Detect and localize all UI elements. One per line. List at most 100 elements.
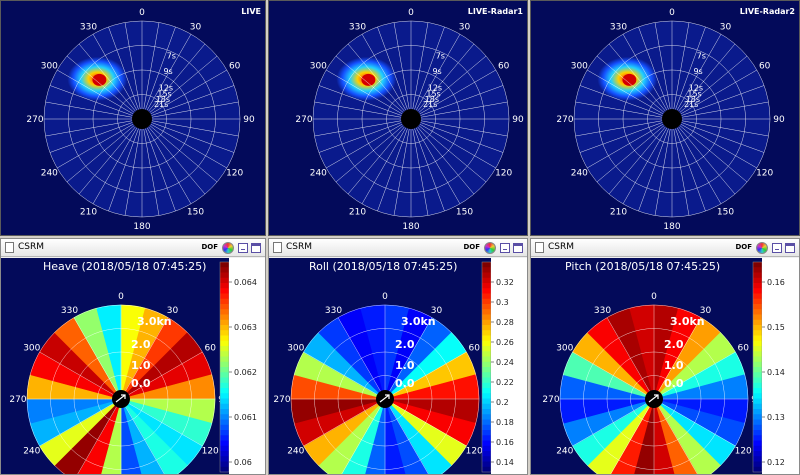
response-polar-plot[interactable]: 3.0kn2.01.00.003060901201502102402703003…: [1, 258, 266, 475]
grid-spoke: [653, 351, 736, 400]
spectrum-panel-live[interactable]: 7s 9s 12s 15s 18s 21s 0 30 60 90 120 150 180 210 240 27…: [0, 0, 266, 236]
period-label: 15s: [157, 89, 171, 98]
energy-core: [622, 73, 637, 86]
dof-button[interactable]: DOF: [463, 243, 480, 251]
plot-area[interactable]: 3.0kn2.01.00.003060901201502102402703003…: [1, 258, 265, 474]
colorbar-band: [753, 262, 762, 268]
minimize-button[interactable]: [772, 243, 782, 253]
colorbar-band: [753, 330, 762, 336]
minimize-button[interactable]: [238, 243, 248, 253]
spectrum-panel-radar2[interactable]: 7s 9s 12s 15s 18s 21s 0 30 60 90 120 150 180 210 240 27…: [530, 0, 800, 236]
speed-label: 0.0: [664, 377, 684, 390]
grid-spoke: [417, 126, 475, 195]
bearing-tick-label: 330: [325, 306, 342, 316]
source-label: LIVE: [241, 7, 261, 16]
colorbar-tick-label: 0.22: [496, 378, 514, 387]
colorbar-band: [753, 340, 762, 347]
colorbar-band: [482, 262, 491, 268]
colorbar-band: [753, 409, 762, 415]
dof-button[interactable]: DOF: [735, 243, 752, 251]
grid-spoke: [596, 55, 665, 113]
colorbar-band: [220, 293, 229, 300]
color-wheel-icon[interactable]: [222, 242, 234, 254]
source-label: LIVE-Radar2: [739, 7, 795, 16]
bearing-tick-label: 180: [133, 222, 150, 232]
document-icon: [5, 242, 14, 253]
colorbar-tick-label: 0.063: [234, 323, 257, 332]
colorbar-band: [753, 335, 762, 342]
grid-spoke: [418, 125, 487, 183]
grid-spoke: [680, 69, 757, 115]
maximize-button[interactable]: [513, 243, 523, 253]
grid-spoke: [150, 123, 227, 169]
bearing-tick-label: 90: [773, 115, 785, 125]
grid-spoke: [45, 120, 133, 137]
colorbar-band: [753, 435, 762, 441]
window-titlebar[interactable]: CSRM DOF: [531, 239, 799, 257]
window-titlebar[interactable]: CSRM DOF: [269, 239, 527, 257]
response-polar-plot[interactable]: 3.0kn2.01.00.003060901201502102402703003…: [531, 258, 800, 475]
response-sector: [653, 398, 675, 474]
grid-spoke: [419, 123, 496, 169]
maximize-button[interactable]: [785, 243, 795, 253]
grid-spoke: [596, 125, 665, 183]
bearing-tick-label: 60: [229, 62, 241, 72]
grid-spoke: [120, 398, 203, 447]
bearing-tick-label: 60: [204, 344, 216, 354]
response-sector: [633, 398, 655, 474]
grid-spoke: [419, 69, 496, 115]
speed-labels: 3.0kn 2.0 1.0 0.0: [395, 315, 436, 390]
colorbar-band: [220, 388, 229, 394]
colorbar-tick-label: 0.18: [496, 418, 514, 427]
colorbar-band: [482, 403, 491, 410]
grid-spoke: [681, 101, 769, 118]
bearing-tick-label: 300: [287, 344, 304, 354]
colorbar: [481, 261, 492, 473]
polar-grid: [573, 20, 771, 218]
bearing-tick-label: 150: [187, 208, 204, 218]
period-label: 21s: [684, 100, 698, 109]
grid-spoke: [681, 120, 769, 137]
colorbar-band: [753, 456, 762, 462]
colorbar-band: [220, 272, 229, 279]
plot-area[interactable]: 3.0kn2.01.00.003060901201502102402703003…: [269, 258, 527, 474]
period-label: 9s: [163, 67, 172, 76]
colorbar-band: [220, 435, 229, 441]
bearing-tick-label: 120: [202, 447, 219, 457]
grid-spoke: [347, 126, 405, 195]
color-wheel-icon[interactable]: [756, 242, 768, 254]
color-wheel-icon[interactable]: [484, 242, 496, 254]
period-label: 21s: [154, 100, 168, 109]
window-titlebar[interactable]: CSRM DOF: [1, 239, 265, 257]
colorbar-tick-label: 0.064: [234, 278, 257, 287]
colorbar-band: [482, 435, 491, 441]
dof-button[interactable]: DOF: [201, 243, 218, 251]
grid-spoke: [92, 127, 138, 204]
speed-labels: 3.0kn 2.0 1.0 0.0: [131, 315, 172, 390]
colorbar-band: [482, 356, 491, 363]
colorbar-band: [753, 367, 762, 373]
minimize-button[interactable]: [500, 243, 510, 253]
grid-spoke: [303, 351, 386, 400]
colorbar-band: [753, 267, 762, 273]
colorbar-band: [220, 346, 229, 352]
grid-spoke: [608, 43, 666, 112]
plot-area[interactable]: 3.0kn2.01.00.003060901201502102402703003…: [531, 258, 799, 474]
spectrum-panel-radar1[interactable]: 7s 9s 12s 15s 18s 21s 0 30 60 90 120 150 180 210 240 27…: [268, 0, 528, 236]
colorbar-band: [482, 393, 491, 399]
colorbar-band: [220, 304, 229, 310]
grid-spoke: [676, 127, 722, 204]
colorbar-ticks: 0.16 0.15 0.14 0.13 0.12: [762, 278, 785, 467]
maximize-button[interactable]: [251, 243, 261, 253]
bearing-tick-label: 60: [498, 62, 510, 72]
grid-spoke: [622, 34, 668, 111]
colorbar-band: [482, 430, 491, 436]
colorbar-tick-label: 0.26: [496, 338, 514, 347]
bearing-tick-label: 30: [720, 22, 732, 32]
grid-spoke: [77, 398, 122, 474]
response-polar-plot[interactable]: 3.0kn2.01.00.003060901201502102402703003…: [269, 258, 528, 475]
